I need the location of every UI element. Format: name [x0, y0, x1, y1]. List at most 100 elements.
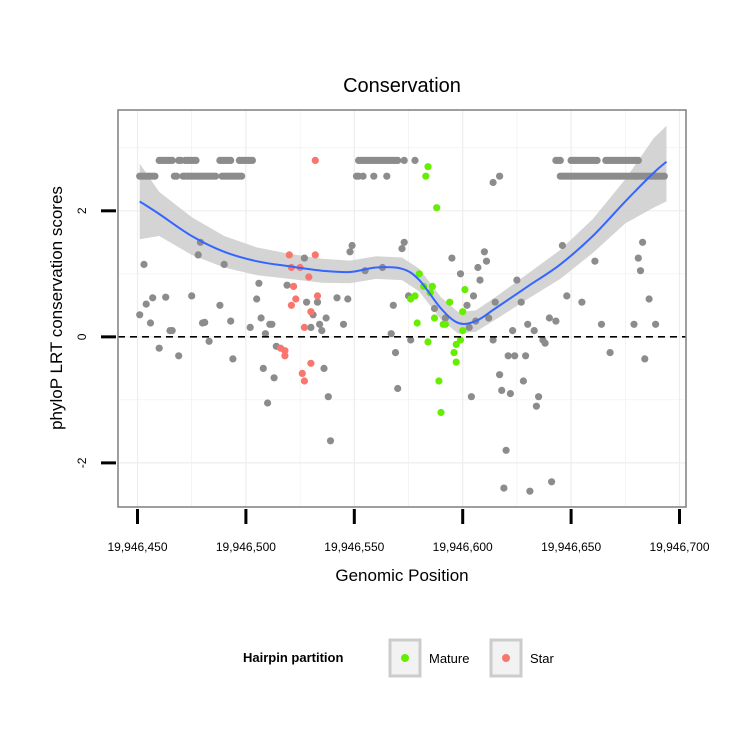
point-other — [556, 156, 564, 164]
point-other — [318, 327, 326, 335]
point-other — [400, 156, 408, 164]
legend-mature-swatch — [401, 654, 409, 662]
point-other — [513, 276, 521, 284]
point-other — [149, 294, 157, 302]
point-other — [313, 298, 322, 306]
point-other — [201, 318, 209, 326]
point-other — [511, 352, 519, 360]
point-mature — [411, 292, 419, 300]
point-other — [142, 300, 150, 308]
point-other — [517, 298, 525, 306]
point-other — [248, 156, 256, 164]
point-other — [259, 364, 267, 372]
point-other — [370, 172, 378, 180]
point-mature — [433, 204, 441, 212]
point-other — [255, 279, 263, 287]
point-other — [246, 323, 254, 331]
point-other — [394, 156, 402, 164]
point-star — [298, 369, 306, 377]
point-other — [476, 276, 484, 284]
y-axis-title: phyloP LRT conservation scores — [47, 186, 66, 430]
point-other — [326, 437, 335, 445]
point-other — [192, 156, 200, 164]
point-other — [389, 301, 397, 309]
point-other — [264, 399, 272, 407]
point-other — [508, 327, 517, 335]
point-other — [502, 446, 510, 454]
point-other — [563, 292, 571, 300]
point-other — [465, 323, 473, 331]
point-other — [489, 336, 497, 344]
point-other — [136, 311, 144, 319]
point-star — [305, 273, 313, 281]
series-mature — [407, 163, 469, 417]
point-mature — [459, 308, 467, 316]
point-other — [524, 320, 532, 328]
point-other — [348, 241, 356, 250]
point-mature — [437, 408, 445, 417]
point-mature — [415, 270, 423, 278]
point-other — [467, 393, 475, 401]
point-star — [290, 282, 298, 290]
point-other — [168, 156, 176, 164]
point-mature — [446, 298, 454, 306]
point-star — [281, 352, 289, 360]
point-mature — [424, 163, 432, 171]
point-star — [285, 251, 293, 259]
point-other — [606, 349, 614, 357]
point-other — [220, 260, 228, 268]
x-tick-label: 19,946,600 — [433, 540, 493, 554]
point-other — [398, 245, 406, 253]
point-other — [535, 393, 543, 401]
point-other — [593, 156, 601, 164]
point-mature — [459, 327, 467, 335]
point-other — [283, 281, 291, 289]
point-other — [541, 339, 549, 347]
point-other — [532, 402, 541, 410]
panel-border — [117, 109, 687, 508]
point-other — [482, 257, 491, 265]
point-other — [175, 352, 183, 360]
point-other — [597, 320, 606, 328]
point-other — [346, 248, 354, 256]
legend-label-mature: Mature — [429, 651, 469, 666]
point-other — [660, 172, 668, 180]
point-other — [548, 478, 556, 486]
point-other — [391, 349, 400, 357]
point-other — [545, 314, 554, 322]
point-mature — [452, 358, 460, 366]
point-other — [506, 390, 514, 398]
point-mature — [452, 340, 460, 348]
point-other — [320, 364, 328, 372]
point-other — [227, 156, 235, 164]
x-tick-label: 19,946,500 — [216, 540, 276, 554]
point-other — [500, 484, 508, 492]
x-tick-label: 19,946,700 — [649, 540, 709, 554]
point-other — [155, 344, 163, 352]
x-tick-label: 19,946,550 — [324, 540, 384, 554]
y-tick-label: -2 — [75, 457, 89, 468]
point-other — [333, 294, 341, 302]
point-mature — [435, 377, 443, 385]
point-other — [496, 172, 504, 180]
panel-background — [118, 110, 686, 507]
point-other — [151, 172, 159, 180]
point-other — [634, 156, 642, 164]
point-other — [300, 254, 308, 262]
point-other — [344, 295, 352, 303]
point-mature — [422, 172, 430, 180]
series-other — [136, 156, 668, 495]
series-star — [277, 156, 322, 385]
y-axis: -2 0 2 — [75, 207, 116, 468]
legend: Hairpin partition Mature Star — [243, 638, 555, 678]
point-star — [307, 359, 315, 367]
point-other — [519, 377, 528, 385]
point-other — [634, 254, 642, 262]
y-tick-label: 2 — [75, 207, 89, 214]
point-mature — [430, 314, 439, 322]
loess-line — [139, 160, 668, 325]
point-mature — [424, 338, 432, 346]
point-other — [485, 314, 493, 322]
point-other — [188, 292, 196, 300]
point-other — [359, 172, 367, 180]
